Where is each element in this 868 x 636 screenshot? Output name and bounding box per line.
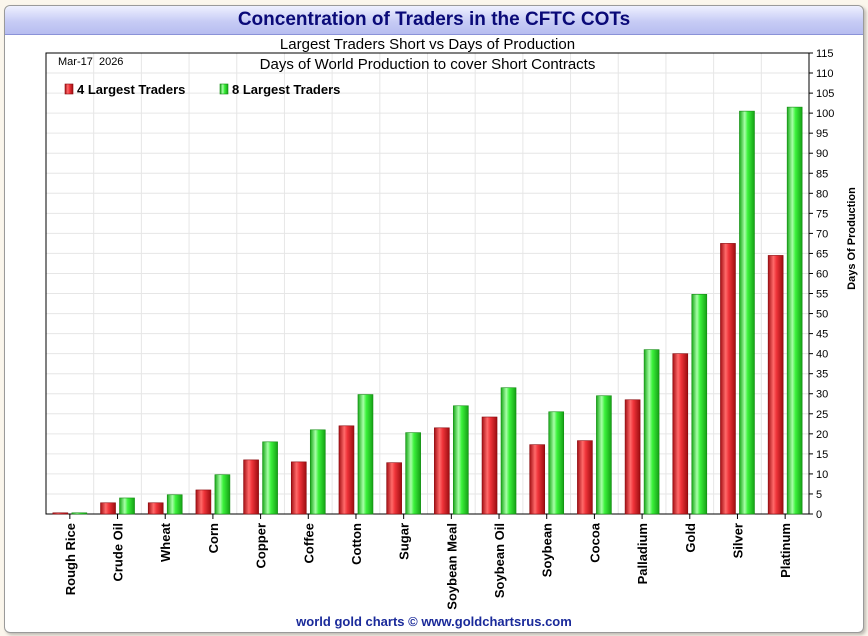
y-tick-label: 5 [816,489,822,501]
bar-eight-largest-soybean [548,411,565,515]
x-tick-label: Sugar [397,523,412,560]
y-tick-label: 110 [816,68,834,80]
y-axis-title: Days Of Production [846,187,858,290]
y-tick-label: 95 [816,128,828,140]
bar-eight-largest-copper [262,441,278,515]
x-tick-label: Soybean Meal [444,523,459,610]
x-tick-label: Coffee [301,523,316,563]
y-tick-label: 0 [816,509,822,521]
y-tick-label: 75 [816,208,828,220]
x-tick-label: Rough Rice [63,523,78,595]
x-tick-label: Corn [206,523,221,553]
title-banner: Concentration of Traders in the CFTC COT… [5,6,863,35]
bar-eight-largest-sugar [405,432,421,515]
legend-swatch-eight [219,83,229,95]
legend-label-eight: 8 Largest Traders [232,82,340,97]
bar-eight-largest-cocoa [596,395,612,515]
bar-eight-largest-palladium [643,349,660,515]
x-tick-label: Soybean [540,523,555,577]
x-tick-label: Copper [254,523,269,569]
y-tick-label: 80 [816,188,828,200]
y-tick-label: 15 [816,449,828,461]
y-tick-label: 40 [816,349,828,361]
bar-eight-largest-gold [691,294,708,515]
x-tick-label: Palladium [635,523,650,584]
x-tick-label: Platinum [778,523,793,578]
legend-label-four: 4 Largest Traders [77,82,185,97]
x-tick-label: Gold [683,523,698,553]
bar-eight-largest-cotton [357,394,374,515]
y-tick-label: 105 [816,88,834,100]
bar-four-largest-platinum [767,255,784,515]
x-tick-label: Cocoa [587,522,602,563]
y-tick-label: 85 [816,168,828,180]
bar-four-largest-sugar [386,462,402,515]
y-tick-label: 100 [816,108,834,120]
y-tick-label: 60 [816,268,828,280]
bar-eight-largest-silver [739,110,755,515]
x-tick-label: Wheat [158,522,173,562]
x-tick-label: Soybean Oil [492,523,507,598]
bar-chart: 0 5 10 15 20 25 30 35 40 45 50 55 60 65 70 75 80 85 90 95 10… [45,36,858,610]
y-tick-label: 10 [816,469,828,481]
bar-eight-largest-corn [214,474,231,515]
bar-eight-largest-coffee [309,429,326,515]
x-tick-label: Cotton [349,523,364,565]
footer-credit: world gold charts © www.goldchartsrus.co… [296,614,572,629]
x-tick-label: Silver [730,523,745,558]
bar-four-largest-rough-rice [52,512,69,515]
bar-four-largest-palladium [624,399,641,515]
y-tick-label: 45 [816,329,828,341]
bar-eight-largest-soybean-meal [453,405,469,515]
bar-four-largest-coffee [290,461,307,515]
bar-four-largest-soybean-oil [481,416,498,515]
legend-swatch-four [64,83,74,95]
bar-four-largest-soybean [529,444,546,515]
bar-eight-largest-wheat [166,494,183,515]
bar-four-largest-corn [195,489,212,515]
y-tick-label: 115 [816,48,834,60]
y-tick-label: 70 [816,228,828,240]
bar-eight-largest-crude-oil [119,497,135,515]
x-tick-label: Crude Oil [111,523,126,582]
y-tick-label: 25 [816,409,828,421]
bar-four-largest-crude-oil [100,502,116,515]
bar-eight-largest-platinum [786,106,803,515]
banner-title: Concentration of Traders in the CFTC COT… [237,9,631,30]
bar-eight-largest-rough-rice [71,512,88,515]
y-tick-label: 90 [816,148,828,160]
y-tick-label: 55 [816,289,828,301]
y-tick-label: 20 [816,429,828,441]
plot-area [45,52,810,515]
bar-four-largest-cocoa [577,440,593,515]
bar-four-largest-soybean-meal [434,427,450,515]
chart-subtitle: Days of World Production to cover Short … [260,56,596,73]
y-tick-label: 50 [816,309,828,321]
bar-four-largest-wheat [147,502,164,515]
chart-title: Largest Traders Short vs Days of Product… [280,36,575,53]
bar-four-largest-silver [720,243,736,515]
bar-four-largest-copper [243,459,259,515]
chart-frame: Concentration of Traders in the CFTC COT… [4,5,864,633]
bar-four-largest-gold [672,353,689,515]
date-label: Mar-17 2026 [58,56,123,68]
y-tick-label: 30 [816,389,828,401]
bar-four-largest-cotton [338,425,355,515]
bar-eight-largest-soybean-oil [500,387,517,515]
y-tick-label: 35 [816,369,828,381]
y-tick-label: 65 [816,248,828,260]
